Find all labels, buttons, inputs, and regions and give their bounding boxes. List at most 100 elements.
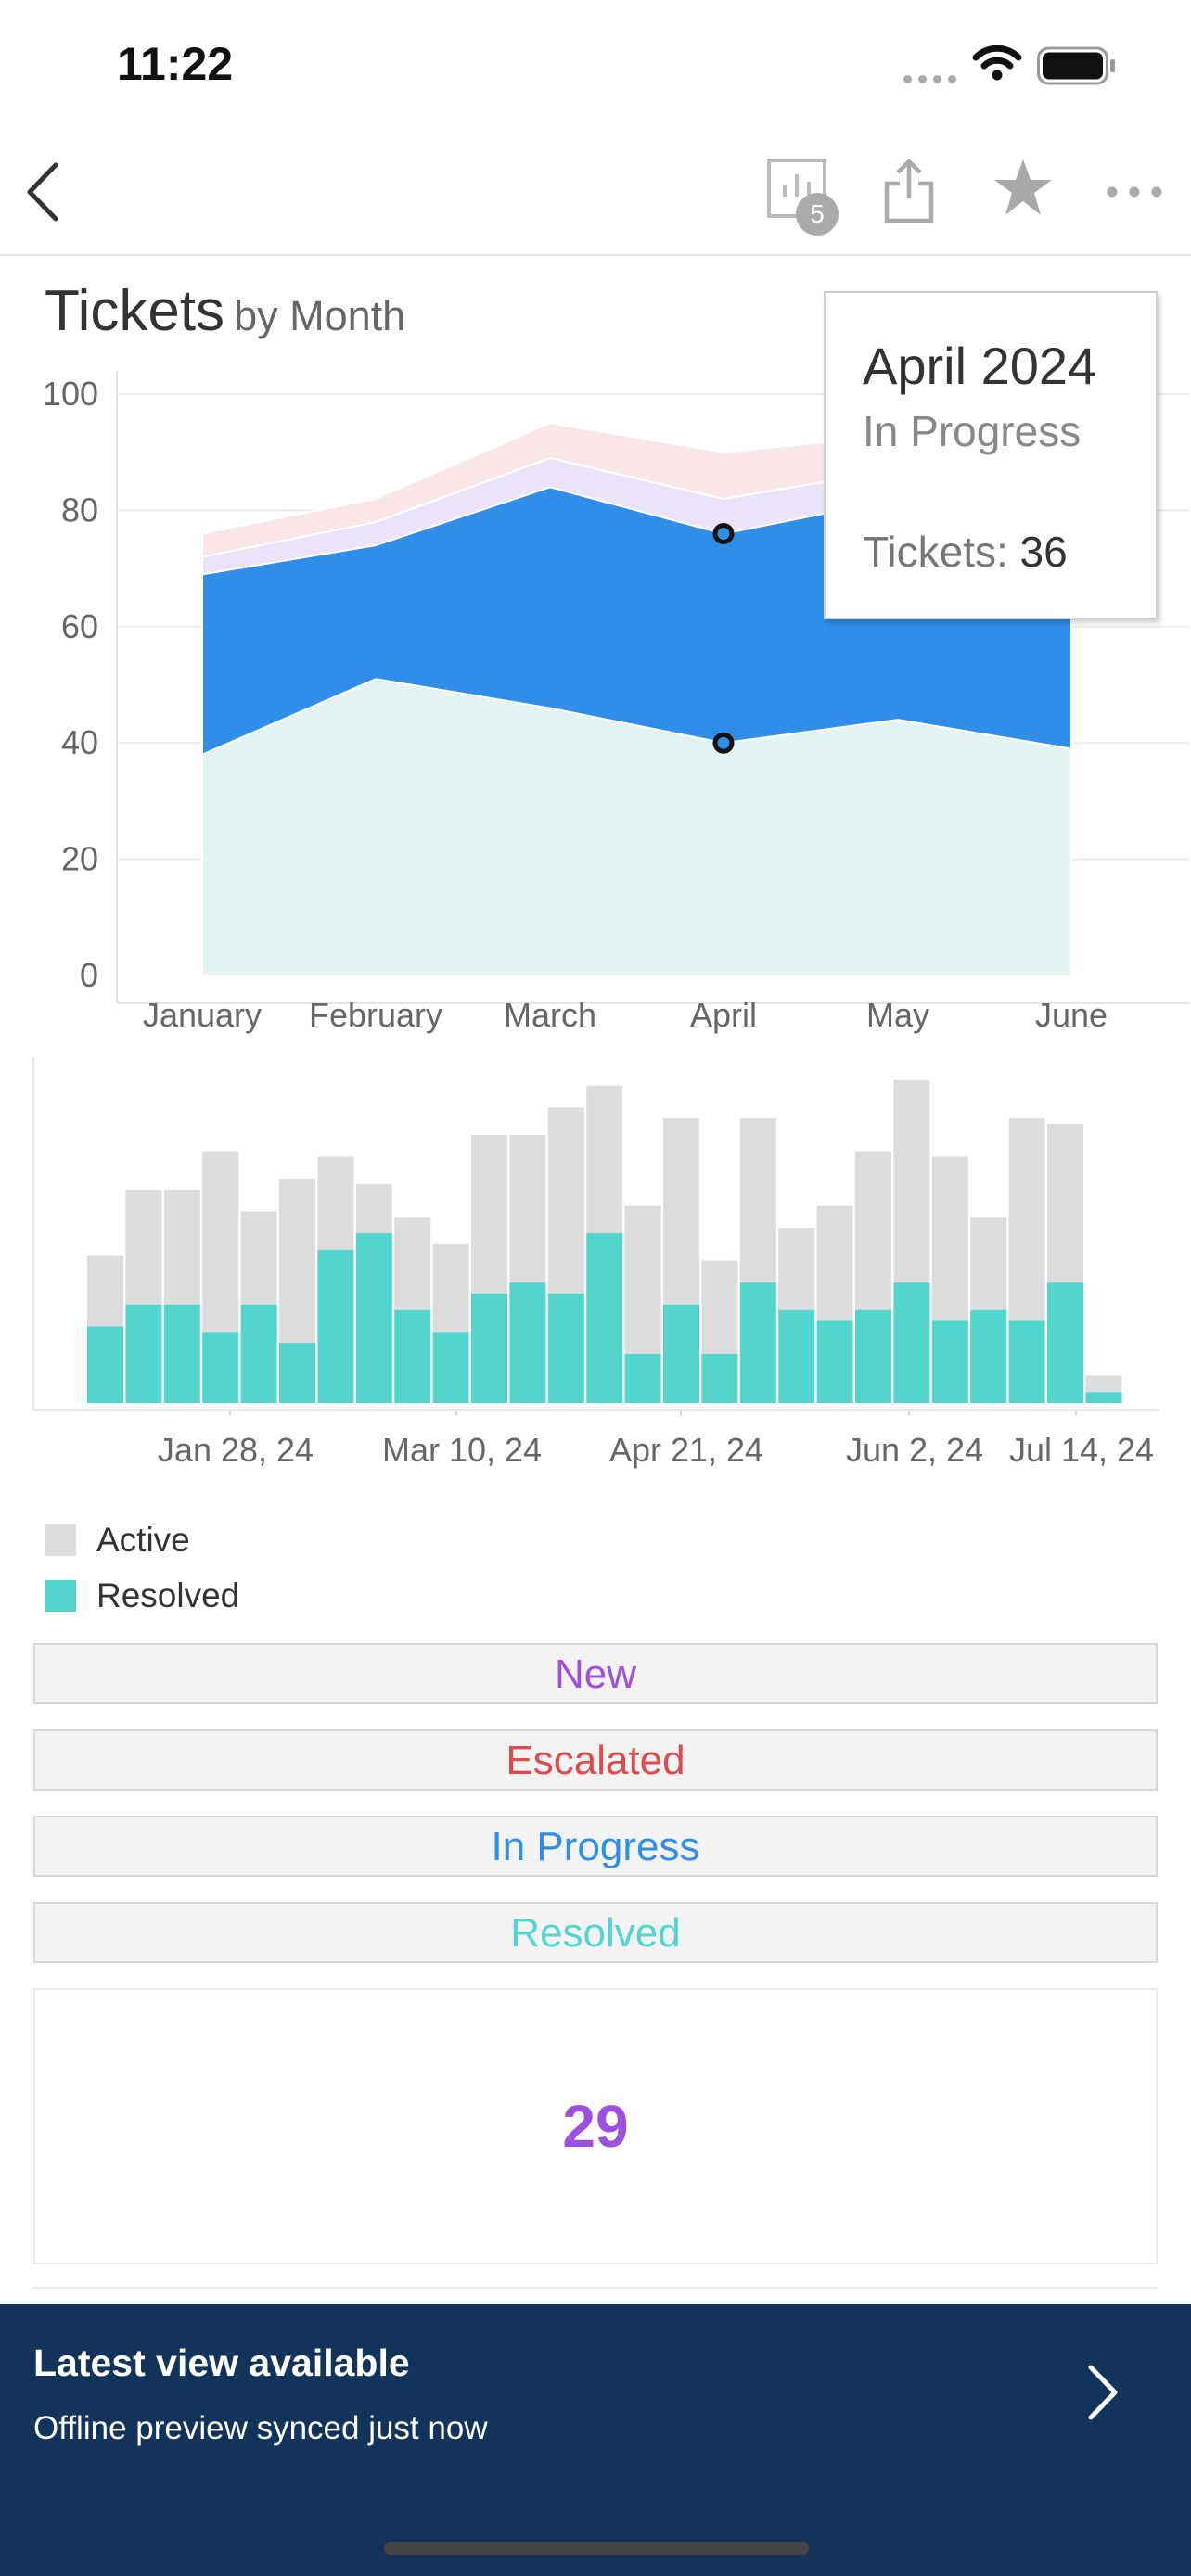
bar-resolved	[394, 1309, 431, 1403]
star-icon[interactable]	[992, 158, 1054, 219]
bar-active	[624, 1205, 661, 1354]
y-tick-label: 80	[61, 491, 98, 529]
bar-active	[739, 1118, 776, 1283]
bar-resolved	[240, 1304, 277, 1403]
bar-resolved	[893, 1282, 930, 1403]
bar-resolved	[432, 1332, 469, 1403]
legend-label-active: Active	[96, 1521, 190, 1559]
x-tick-label: June	[1035, 996, 1108, 1034]
x-tick-label: April	[690, 996, 757, 1034]
bar-active	[240, 1211, 277, 1305]
bar-active	[663, 1118, 699, 1305]
bar-resolved	[1008, 1320, 1045, 1403]
bar-active	[394, 1217, 431, 1310]
bar-resolved	[1085, 1392, 1122, 1403]
y-tick-label: 100	[43, 375, 98, 413]
filter-resolved-button[interactable]: Resolved	[33, 1902, 1158, 1963]
bar-resolved	[855, 1309, 891, 1403]
battery-icon	[1037, 46, 1115, 85]
status-time: 11:22	[117, 38, 234, 90]
bar-active	[816, 1205, 853, 1321]
legend-item-active[interactable]: Active	[45, 1521, 190, 1560]
bar-resolved	[125, 1304, 162, 1403]
bar-active	[855, 1151, 891, 1310]
bar-resolved	[163, 1304, 200, 1403]
bar-active	[1047, 1124, 1083, 1283]
bar-active	[970, 1217, 1007, 1310]
bar-resolved	[701, 1353, 738, 1403]
tooltip-metric-value: 36	[1019, 528, 1068, 576]
navigation-bar: 5	[0, 130, 1191, 256]
x-tick-label: Apr 21, 24	[609, 1431, 763, 1469]
legend-swatch-resolved	[45, 1580, 76, 1612]
bar-resolved	[816, 1320, 853, 1403]
share-icon[interactable]	[883, 156, 935, 224]
bar-active	[125, 1189, 162, 1305]
bar-active	[1085, 1375, 1122, 1393]
bar-resolved	[471, 1294, 507, 1403]
bar-active	[893, 1079, 930, 1283]
legend-item-resolved[interactable]: Resolved	[45, 1576, 239, 1615]
more-icon[interactable]	[1106, 185, 1165, 198]
x-tick-label: February	[309, 996, 442, 1034]
bar-resolved	[970, 1309, 1007, 1403]
y-tick-label: 20	[61, 840, 98, 878]
kpi-value: 29	[562, 2093, 629, 2160]
x-tick-label: Mar 10, 24	[382, 1431, 542, 1469]
bar-active	[778, 1228, 815, 1310]
bar-resolved	[547, 1294, 584, 1403]
bar-resolved	[739, 1282, 776, 1403]
x-tick-label: May	[866, 996, 929, 1034]
report-button[interactable]: 5	[766, 158, 840, 236]
filter-in-progress-button[interactable]: In Progress	[33, 1816, 1158, 1877]
bar-resolved	[509, 1282, 546, 1403]
report-badge: 5	[796, 193, 839, 236]
x-tick-label: January	[143, 996, 262, 1034]
bar-resolved	[586, 1233, 623, 1403]
tooltip-metric-label: Tickets:	[863, 528, 1008, 576]
tooltip: April 2024 In Progress Tickets: 36	[824, 291, 1158, 619]
bar-active	[701, 1260, 738, 1354]
bar-chart[interactable]: Jan 28, 24 Mar 10, 24 Apr 21, 24 Jun 2, 24 J…	[0, 1057, 1191, 1484]
filter-new-button[interactable]: New	[33, 1643, 1158, 1704]
banner-title: Latest view available	[33, 2341, 410, 2384]
bar-active	[1008, 1118, 1045, 1321]
bar-active	[279, 1179, 315, 1344]
bar-active	[586, 1085, 623, 1234]
wifi-icon	[972, 45, 1022, 81]
bar-resolved	[202, 1332, 239, 1403]
bar-resolved	[931, 1320, 968, 1403]
kpi-card[interactable]: 29	[33, 1988, 1158, 2264]
x-tick-label: Jan 28, 24	[158, 1431, 314, 1469]
bar-active	[317, 1156, 354, 1250]
tooltip-metric: Tickets: 36	[863, 527, 1068, 577]
y-tick-label: 0	[80, 956, 98, 994]
bar-active	[355, 1184, 392, 1234]
bar-active	[202, 1151, 239, 1333]
bar-active	[471, 1134, 507, 1294]
bar-resolved	[663, 1304, 699, 1403]
filter-escalated-button[interactable]: Escalated	[33, 1729, 1158, 1791]
bar-resolved	[1047, 1282, 1083, 1403]
bar-resolved	[778, 1309, 815, 1403]
chart-title: Tickets by Month	[45, 278, 405, 344]
chevron-right-icon[interactable]	[1083, 2364, 1121, 2421]
bar-active	[87, 1255, 123, 1327]
legend-swatch-active	[45, 1524, 76, 1556]
latest-view-banner[interactable]: Latest view available Offline preview sy…	[0, 2304, 1191, 2576]
highlight-marker-bottom	[712, 732, 735, 754]
bar-active	[509, 1134, 546, 1283]
x-tick-label: Jul 14, 24	[1009, 1431, 1154, 1469]
home-indicator	[384, 2542, 809, 2555]
tooltip-series: In Progress	[863, 407, 1082, 455]
y-tick-label: 40	[61, 723, 98, 761]
bar-resolved	[624, 1353, 661, 1403]
x-tick-label: March	[504, 996, 596, 1034]
chart-subtitle: by Month	[234, 292, 406, 339]
chevron-left-icon[interactable]	[22, 161, 63, 223]
highlight-marker-top	[712, 522, 735, 544]
bar-active	[163, 1189, 200, 1305]
x-tick-label: Jun 2, 24	[846, 1431, 983, 1469]
y-tick-label: 60	[61, 607, 98, 645]
next-card-edge	[33, 2287, 1158, 2326]
